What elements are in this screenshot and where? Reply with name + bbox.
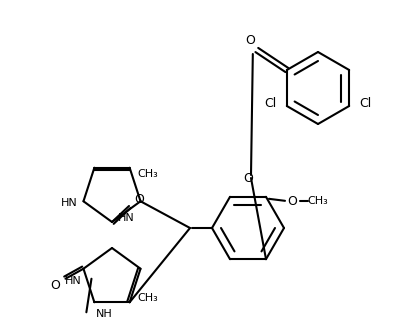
Text: O: O xyxy=(242,172,252,185)
Text: CH₃: CH₃ xyxy=(137,169,158,179)
Text: HN: HN xyxy=(118,213,134,223)
Text: O: O xyxy=(286,195,296,208)
Text: O: O xyxy=(244,34,254,46)
Text: O: O xyxy=(134,193,144,206)
Text: CH₃: CH₃ xyxy=(137,293,158,303)
Text: O: O xyxy=(50,279,60,292)
Text: HN: HN xyxy=(64,276,81,286)
Text: CH₃: CH₃ xyxy=(307,196,328,206)
Text: NH: NH xyxy=(96,309,113,319)
Text: Cl: Cl xyxy=(358,97,370,110)
Text: HN: HN xyxy=(61,198,77,208)
Text: Cl: Cl xyxy=(264,97,276,110)
